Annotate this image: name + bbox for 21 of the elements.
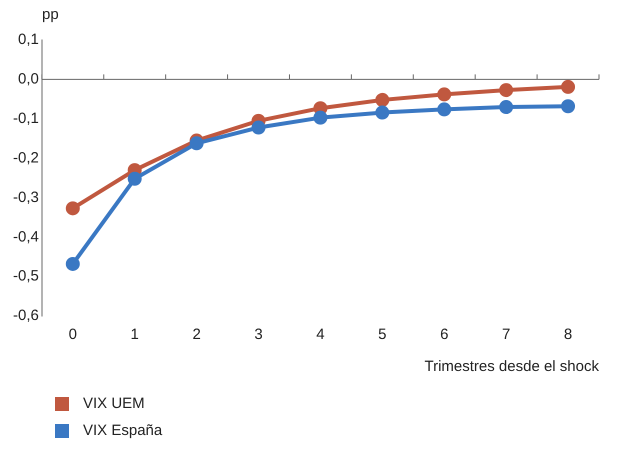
y-tick-label: -0,4 (12, 228, 39, 246)
x-axis-title: Trimestres desde el shock (424, 358, 600, 376)
x-tick-label: 0 (68, 326, 77, 344)
legend-label: VIX UEM (82, 395, 146, 412)
x-tick-label: 8 (564, 326, 572, 344)
y-axis-title: pp (42, 6, 59, 23)
y-tick-label: 0,1 (18, 31, 39, 48)
x-tick-label: 2 (192, 326, 201, 344)
y-tick-label: -0,3 (12, 188, 39, 206)
y-tick-label: -0,2 (12, 149, 39, 166)
y-tick-label: -0,6 (12, 307, 39, 324)
legend-label: VIX España (82, 422, 162, 439)
x-tick-label: 5 (378, 326, 386, 344)
y-tick-label: 0,0 (18, 70, 39, 88)
x-tick-label: 1 (130, 326, 139, 344)
x-tick-label: 4 (316, 326, 325, 344)
x-tick-label: 6 (440, 326, 448, 344)
y-tick-label: -0,5 (12, 268, 39, 285)
x-tick-label: 3 (254, 326, 263, 344)
x-tick-label: 7 (502, 326, 510, 344)
y-tick-label: -0,1 (12, 110, 39, 127)
